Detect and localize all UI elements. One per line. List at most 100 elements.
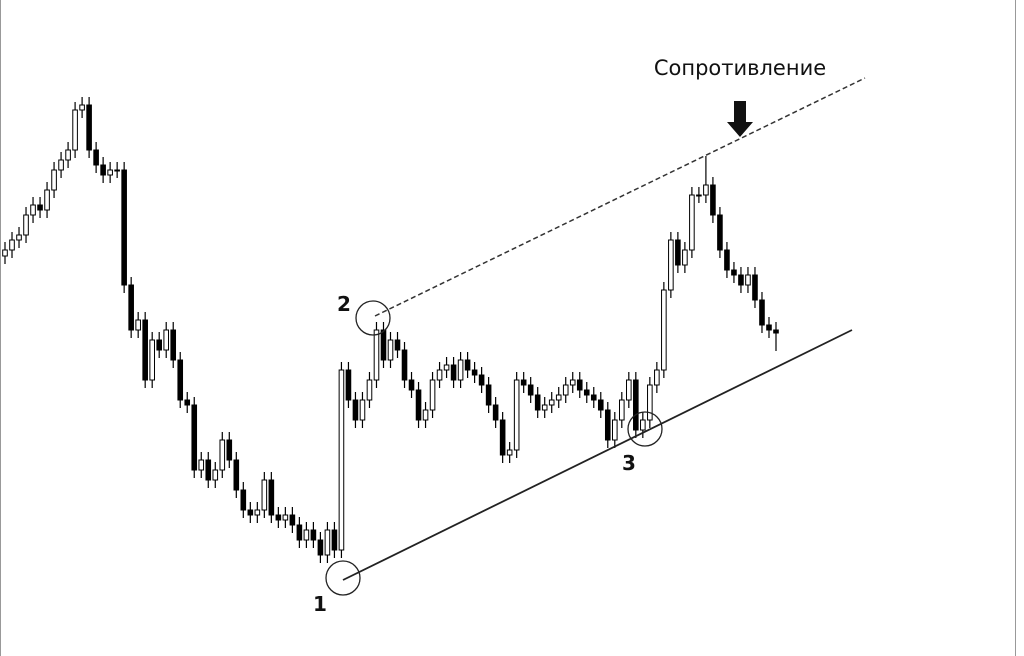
candle-body [2,249,8,257]
candle-body [675,239,681,266]
candle-body [135,319,141,331]
candle-body [254,509,261,516]
candle-body [212,469,219,481]
candle-body [331,529,338,551]
candle-body [261,479,268,511]
point-label: 1 [313,592,327,616]
candle-body [640,419,646,431]
candle-body [513,379,520,451]
candle-body [408,379,415,391]
candle-body [170,329,177,361]
candle-body [366,379,373,401]
candle-body [527,384,534,396]
candle-body [464,359,471,371]
candle-body [745,274,751,286]
candle-body [352,399,359,421]
candle-body [359,399,366,421]
candle-body [597,399,604,411]
candle-body [282,514,289,521]
candle-body [93,149,99,166]
candle-body [710,184,716,216]
candle-body [44,189,50,211]
candle-body [583,389,590,396]
candle-body [415,389,422,421]
candle-body [436,369,443,381]
candle-body [9,239,15,251]
candle-body [555,394,562,401]
candle-body [450,364,457,381]
candle-body [310,529,317,541]
candle-body [198,459,205,471]
candle-body [682,249,688,266]
candle-body [142,319,148,381]
candle-body [443,364,450,371]
candle-body [86,104,92,151]
candle-body [296,524,303,541]
candle-body [191,404,198,471]
candle-body [289,514,296,526]
candle-body [205,459,212,481]
candles [2,97,779,563]
candle-body [569,379,576,386]
candle-body [387,339,394,361]
candle-body [233,459,240,491]
candle-body [619,399,625,421]
candle-body [471,369,478,376]
candle-body [114,169,120,172]
candle-body [611,419,618,441]
candle-body [16,234,22,241]
candle-body [303,529,310,541]
candle-body [738,274,744,286]
candle-body [275,514,282,521]
point-label: 2 [337,292,351,316]
candle-body [380,329,387,361]
candle-body [163,329,170,351]
candle-body [766,324,772,331]
candle-body [422,409,429,421]
candle-body [457,359,464,381]
point-circle [355,300,391,336]
candle-body [401,349,408,381]
candle-body [534,394,541,411]
resistance-line [374,77,866,317]
candle-body [121,169,127,286]
candle-body [345,369,352,401]
candle-body [394,339,401,351]
support-line [342,329,853,581]
point-circle [627,411,663,447]
candle-body [219,439,226,471]
candle-body [23,214,29,236]
candle-body [626,379,632,401]
annotation: Сопротивление [654,56,826,80]
candle-body [317,539,324,556]
candle-body [520,379,527,386]
candle-body [240,489,247,511]
candle-body [429,379,436,411]
candle-body [30,204,36,216]
candle-body [506,449,513,456]
candle-body [247,509,254,516]
candle-body [724,249,730,271]
candle-body [633,379,639,431]
candle-body [590,394,597,401]
candle-body [184,399,191,406]
candle-body [696,194,702,197]
candle-body [654,369,660,386]
candle-body [647,384,653,421]
candle-body [661,289,667,371]
candle-body [541,404,548,411]
candle-body [759,299,765,326]
candle-body [731,269,737,276]
candle-body [226,439,233,461]
candle-body [324,529,331,556]
candle-body [72,109,78,151]
candle-body [107,169,113,176]
candle-body [668,239,674,291]
candle-body [717,214,723,251]
candle-body [79,104,85,111]
candle-body [485,384,492,406]
candle-body [338,369,345,551]
candle-body [100,164,106,176]
candle-body [773,329,779,334]
candle-body [492,404,499,421]
